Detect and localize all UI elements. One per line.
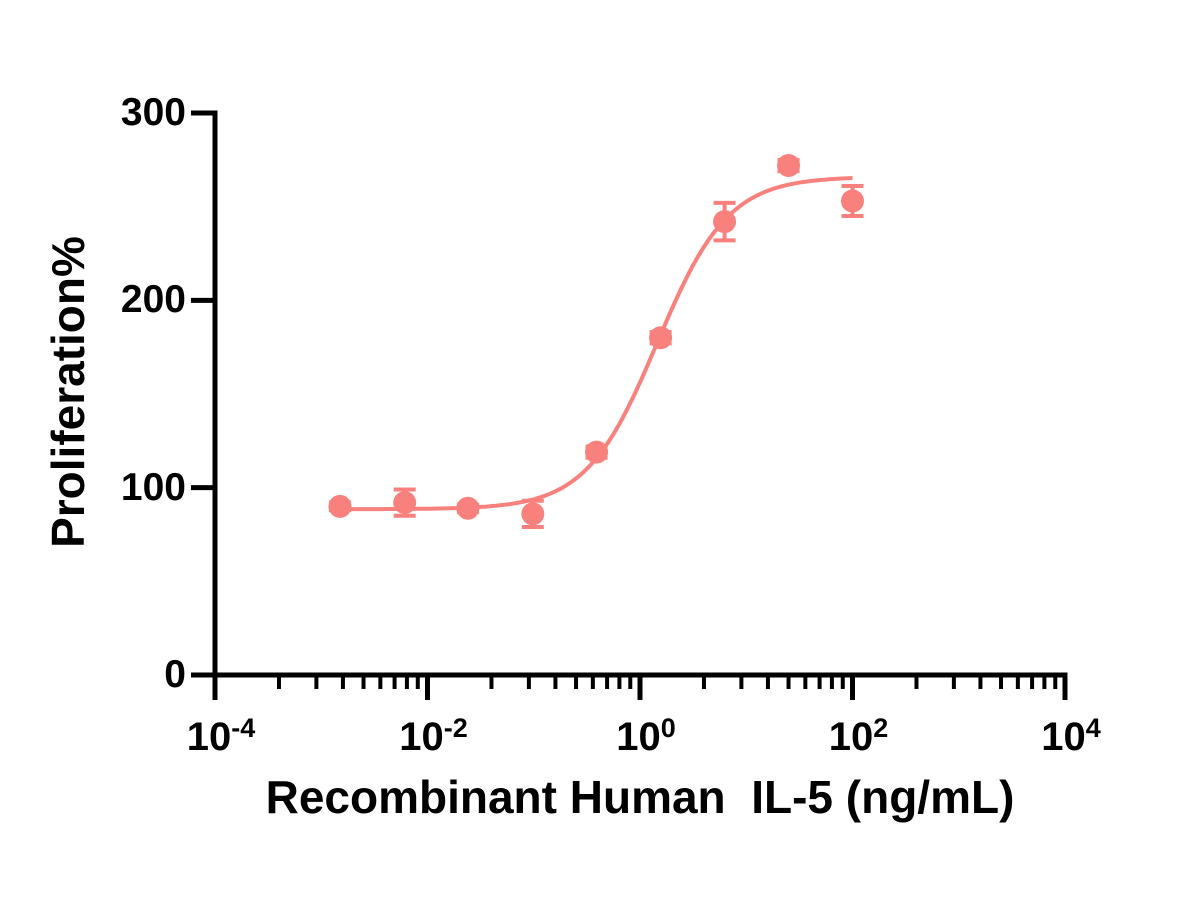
- data-point: [456, 496, 480, 520]
- x-tick-label: 10-4: [151, 706, 291, 759]
- x-tick-label: 104: [1001, 706, 1141, 759]
- x-tick-base: 10: [186, 715, 232, 759]
- x-tick-exponent: 0: [660, 713, 676, 743]
- x-tick-label: 102: [789, 706, 929, 759]
- x-axis-title: Recombinant Human IL-5 (ng/mL): [265, 771, 1015, 823]
- error-bars-group: [328, 157, 864, 530]
- data-point: [841, 189, 864, 213]
- data-point: [777, 153, 801, 177]
- data-point: [585, 440, 609, 464]
- x-tick-base: 10: [1041, 715, 1086, 759]
- y-tick-label: 100: [120, 465, 186, 509]
- data-point: [393, 491, 417, 515]
- y-tick-label: 200: [120, 278, 186, 322]
- x-tick-exponent: -4: [231, 713, 256, 743]
- ticks-group: [191, 110, 1068, 700]
- data-point: [713, 210, 737, 234]
- x-tick-label: 100: [576, 706, 716, 759]
- data-point: [328, 494, 352, 518]
- x-tick-exponent: 4: [1085, 713, 1101, 743]
- axes-group: [212, 110, 1068, 678]
- x-tick-base: 10: [616, 715, 661, 759]
- data-point: [521, 502, 545, 526]
- x-tick-label: 10-2: [364, 706, 504, 759]
- x-tick-base: 10: [399, 715, 444, 759]
- data-points-group: [328, 153, 864, 526]
- y-tick-label: 0: [164, 653, 186, 696]
- x-tick-exponent: 2: [873, 713, 889, 743]
- x-tick-base: 10: [828, 715, 874, 759]
- y-tick-label: 300: [120, 91, 186, 134]
- data-point: [649, 326, 673, 350]
- x-tick-exponent: -2: [443, 713, 468, 743]
